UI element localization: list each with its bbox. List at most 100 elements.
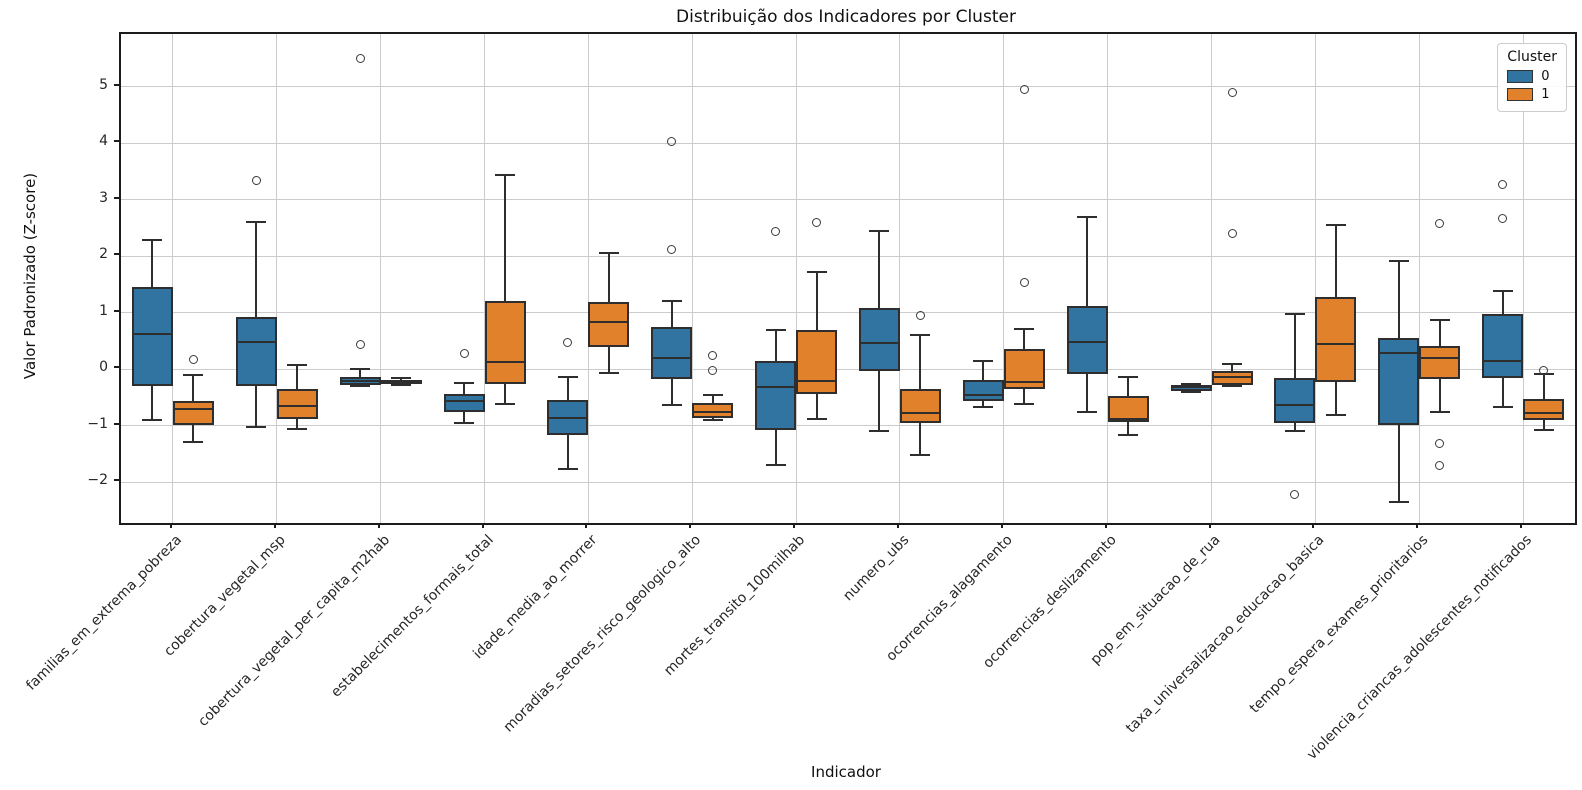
whisker-cap [557, 376, 578, 379]
box [276, 389, 318, 419]
v-gridline [1107, 34, 1109, 523]
y-tick-mark [114, 253, 119, 256]
x-tick-label: numero_ubs [840, 532, 913, 605]
box [796, 329, 838, 395]
outlier-point [1227, 229, 1237, 239]
legend-entry-label: 1 [1541, 87, 1550, 102]
median-line [1420, 356, 1460, 359]
x-tick-label: taxa_universalizacao_educacao_basica [1123, 532, 1328, 737]
median-line [173, 408, 213, 411]
whisker-cap [869, 430, 890, 433]
y-tick-mark [114, 140, 119, 143]
legend-title: Cluster [1507, 49, 1557, 65]
outlier-point [667, 245, 677, 255]
whisker-cap [910, 334, 931, 337]
v-gridline [484, 34, 485, 523]
whisker-cap [246, 221, 267, 224]
median-line [381, 380, 421, 383]
v-gridline [1418, 34, 1420, 523]
median-line [756, 385, 796, 388]
x-tick-mark [273, 523, 276, 528]
outlier-point [1435, 461, 1445, 471]
box [235, 317, 277, 386]
x-tick-mark [689, 523, 692, 528]
whisker-cap [702, 394, 723, 397]
whisker-cap [661, 403, 682, 406]
legend-entry: 1 [1507, 87, 1557, 102]
median-line [1483, 359, 1523, 362]
h-gridline [121, 312, 1575, 314]
outlier-point [251, 175, 261, 185]
median-line [1108, 417, 1148, 420]
box [484, 300, 526, 384]
y-tick-mark [114, 196, 119, 199]
y-tick-label: 5 [99, 76, 108, 93]
outlier-point [1498, 179, 1508, 189]
median-line [1067, 341, 1107, 344]
plot-area: Cluster 0 1 [119, 32, 1577, 525]
box [1523, 398, 1565, 420]
legend-swatch [1507, 88, 1534, 101]
whisker-cap [765, 463, 786, 466]
whisker-cap [1222, 363, 1242, 366]
box [755, 360, 797, 431]
whisker-cap [142, 239, 163, 242]
v-gridline [1314, 34, 1316, 523]
legend: Cluster 0 1 [1497, 43, 1567, 112]
v-gridline [380, 34, 382, 523]
y-tick-label: 1 [99, 302, 108, 319]
y-tick-label: 4 [99, 133, 108, 150]
outlier-point [459, 348, 469, 358]
whisker-cap [1492, 405, 1513, 408]
legend-entry: 0 [1507, 69, 1557, 84]
whisker-cap [183, 374, 204, 377]
x-tick-mark [793, 523, 796, 528]
median-line [548, 416, 588, 419]
h-gridline [121, 199, 1575, 201]
whisker-cap [1429, 319, 1450, 322]
outlier-point [1539, 365, 1549, 375]
x-tick-label: cobertura_vegetal_per_capita_m2hab [195, 532, 393, 730]
whisker-cap [598, 372, 619, 375]
whisker-cap [391, 376, 412, 379]
outlier-point [1435, 218, 1445, 228]
box [962, 379, 1004, 401]
outlier-point [563, 337, 573, 347]
outlier-point [188, 355, 198, 365]
y-tick-mark [114, 309, 119, 312]
v-gridline [691, 34, 693, 523]
x-tick-label: tempo_espera_exames_prioritarios [1246, 532, 1432, 717]
box [1274, 378, 1316, 423]
whisker-cap [1118, 375, 1139, 378]
median-line [444, 400, 484, 403]
whisker-cap [142, 419, 163, 422]
whisker-cap [598, 252, 619, 255]
whisker-cap [973, 360, 994, 363]
box [131, 286, 173, 386]
median-line [797, 379, 837, 382]
y-tick-label: −2 [87, 472, 108, 489]
chart-title: Distribuição dos Indicadores por Cluster [676, 7, 1016, 27]
h-gridline [121, 86, 1575, 88]
median-line [132, 333, 172, 336]
legend-entry-label: 0 [1541, 69, 1550, 84]
whisker-cap [350, 368, 371, 371]
outlier-point [355, 339, 365, 349]
box [1211, 371, 1253, 386]
y-tick-mark [114, 83, 119, 86]
median-line [963, 393, 1003, 396]
outlier-point [812, 217, 822, 227]
whisker-cap [1325, 414, 1346, 417]
whisker-cap [454, 421, 474, 424]
box [692, 403, 734, 418]
h-gridline [121, 481, 1575, 483]
median-line [340, 379, 380, 382]
box [1315, 296, 1357, 382]
x-tick-mark [1104, 523, 1107, 528]
v-gridline [587, 34, 589, 523]
median-line [589, 321, 629, 324]
outlier-point [1498, 213, 1508, 223]
whisker-cap [1077, 411, 1098, 414]
whisker-cap [869, 229, 890, 232]
v-gridline [276, 34, 278, 523]
